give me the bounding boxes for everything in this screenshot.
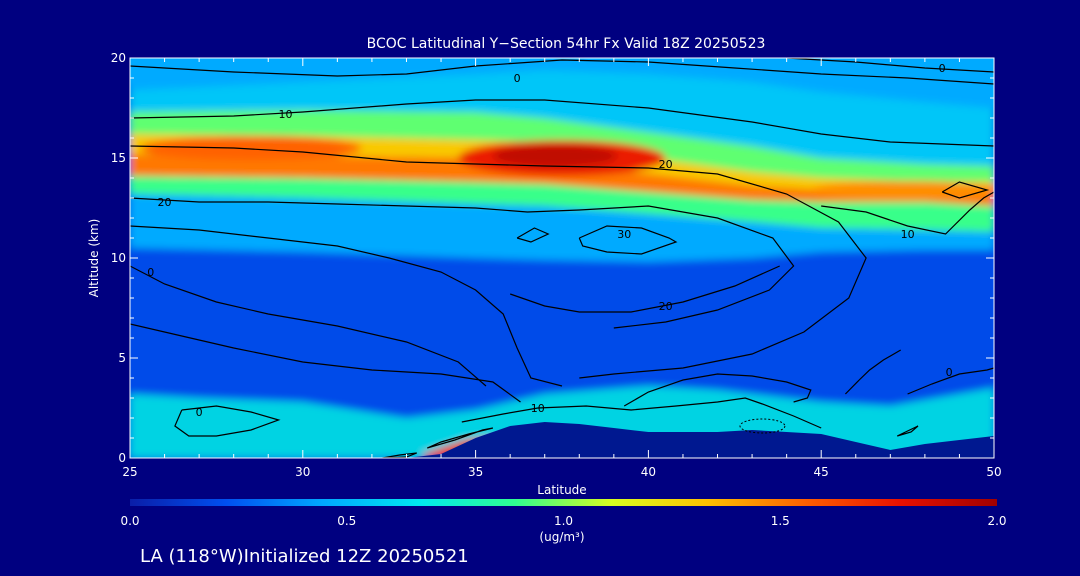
contour-line bbox=[844, 349, 902, 395]
contour-line bbox=[578, 225, 678, 255]
contour-label: 20 bbox=[158, 196, 172, 209]
contour-line bbox=[623, 373, 812, 407]
y-tick-label: 15 bbox=[111, 151, 126, 165]
y-axis-label: Altitude (km) bbox=[87, 219, 101, 298]
contour-line bbox=[130, 59, 994, 85]
y-tick-label: 5 bbox=[118, 351, 126, 365]
contour-label: 0 bbox=[946, 366, 953, 379]
contour-line bbox=[174, 405, 281, 437]
contour-label: 10 bbox=[279, 108, 293, 121]
contour-line bbox=[130, 323, 521, 403]
x-tick-label: 40 bbox=[641, 465, 656, 479]
contour-line bbox=[461, 397, 822, 429]
contour-label: 30 bbox=[617, 228, 631, 241]
concentration-field bbox=[130, 58, 994, 458]
contour-line bbox=[510, 265, 780, 313]
colorbar-strip bbox=[130, 499, 997, 506]
field-peak bbox=[140, 136, 362, 160]
contour-line bbox=[821, 191, 994, 235]
axes: 25 30 35 40 45 50 0 5 10 15 20 bbox=[111, 51, 1002, 479]
contour-label: 0 bbox=[514, 72, 521, 85]
colorbar-tick-label: 1.0 bbox=[554, 514, 573, 528]
x-tick-label: 50 bbox=[986, 465, 1001, 479]
contour-line bbox=[941, 181, 990, 199]
y-tick-label: 10 bbox=[111, 251, 126, 265]
colorbar-ticks: 0.0 0.5 1.0 1.5 2.0 bbox=[120, 514, 1006, 528]
y-tick-label: 20 bbox=[111, 51, 126, 65]
field-band bbox=[130, 70, 994, 166]
field-band bbox=[130, 110, 994, 182]
colorbar-tick-label: 0.5 bbox=[337, 514, 356, 528]
contour-label: 20 bbox=[659, 158, 673, 171]
contour-line bbox=[382, 452, 418, 458]
x-tick-label: 25 bbox=[122, 465, 137, 479]
colorbar-unit: (ug/m³) bbox=[539, 530, 584, 544]
contour-line bbox=[130, 197, 795, 329]
terrain-mask bbox=[130, 422, 994, 458]
contour-line bbox=[130, 265, 487, 387]
contour-line bbox=[907, 367, 994, 395]
colorbar: 0.0 0.5 1.0 1.5 2.0 (ug/m³) bbox=[120, 499, 1007, 544]
contour-line bbox=[896, 425, 919, 437]
contour-label: 20 bbox=[659, 300, 673, 313]
plot-area: 0 0 10 20 20 20 30 10 0 0 10 0 bbox=[130, 58, 994, 458]
terrain bbox=[130, 422, 994, 458]
contour-dotted bbox=[739, 418, 786, 434]
contour-label: 10 bbox=[531, 402, 545, 415]
chart-title: BCOC Latitudinal Y−Section 54hr Fx Valid… bbox=[367, 36, 766, 52]
contour-label: 0 bbox=[196, 406, 203, 419]
contour-line bbox=[516, 227, 550, 243]
contour-lines: 0 0 10 20 20 20 30 10 0 0 10 0 bbox=[130, 58, 994, 458]
contour-line bbox=[130, 99, 994, 147]
x-tick-label: 35 bbox=[468, 465, 483, 479]
colorbar-tick-label: 2.0 bbox=[987, 514, 1006, 528]
x-axis-label: Latitude bbox=[537, 483, 586, 497]
footer-caption: LA (118°W)Initialized 12Z 20250521 bbox=[140, 546, 469, 567]
field-band bbox=[130, 176, 994, 232]
field-band bbox=[130, 154, 994, 206]
contour-label: 0 bbox=[939, 62, 946, 75]
contour-line bbox=[130, 145, 867, 379]
field-peak bbox=[810, 181, 994, 199]
colorbar-tick-label: 1.5 bbox=[771, 514, 790, 528]
contour-label: 10 bbox=[901, 228, 915, 241]
colorbar-tick-label: 0.0 bbox=[120, 514, 139, 528]
contour-line bbox=[130, 225, 563, 387]
contour-line bbox=[426, 427, 494, 449]
x-tick-label: 45 bbox=[814, 465, 829, 479]
y-tick-label: 0 bbox=[118, 451, 126, 465]
x-tick-label: 30 bbox=[295, 465, 310, 479]
contour-label: 0 bbox=[147, 266, 154, 279]
field-peak bbox=[492, 145, 618, 167]
